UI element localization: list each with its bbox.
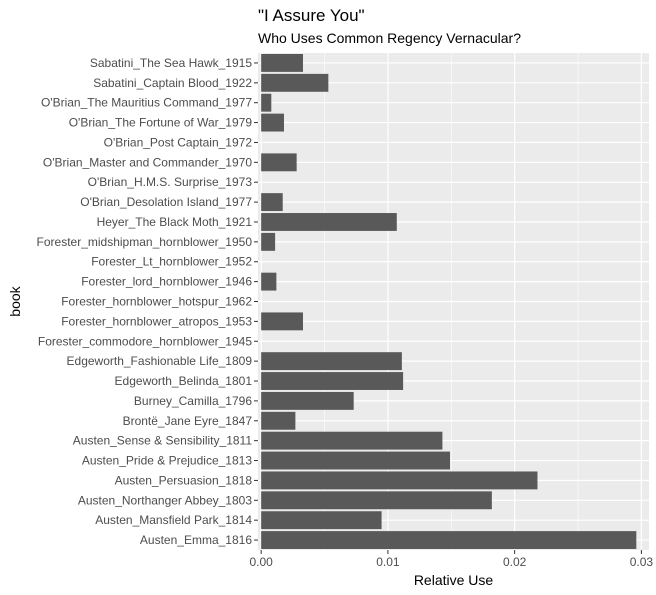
x-axis-title: Relative Use	[414, 572, 494, 588]
bar	[261, 232, 276, 251]
y-tick-label: O'Brian_Post Captain_1972	[104, 135, 253, 149]
bar	[261, 372, 404, 390]
bars	[261, 53, 637, 550]
bar	[261, 113, 284, 132]
bar	[261, 451, 451, 470]
chart-subtitle: Who Uses Common Regency Vernacular?	[258, 30, 522, 46]
x-tick-label: 0.01	[376, 555, 400, 569]
y-tick-label: O'Brian_The Fortune of War_1979	[69, 116, 253, 130]
y-tick-label: Forester_Lt_hornblower_1952	[91, 255, 252, 269]
y-tick-label: Austen_Northanger Abbey_1803	[78, 493, 252, 507]
y-tick-label: Forester_hornblower_atropos_1953	[61, 314, 252, 328]
y-tick-label: Edgeworth_Belinda_1801	[115, 374, 253, 388]
y-tick-label: Sabatini_The Sea Hawk_1915	[90, 56, 252, 70]
bar	[261, 312, 303, 331]
y-tick-label: Forester_lord_hornblower_1946	[81, 275, 252, 289]
chart-title: "I Assure You"	[258, 6, 365, 25]
y-axis-title: book	[7, 285, 23, 316]
bar	[261, 531, 637, 550]
y-tick-label: Edgeworth_Fashionable Life_1809	[67, 354, 253, 368]
x-tick-label: 0.02	[503, 555, 527, 569]
bar	[261, 511, 382, 530]
bar	[261, 411, 296, 430]
y-tick-label: Austen_Pride & Prejudice_1813	[82, 454, 252, 468]
x-tick-label: 0.03	[630, 555, 654, 569]
bar	[261, 491, 492, 510]
y-tick-label: O'Brian_The Mauritius Command_1977	[41, 96, 252, 110]
y-tick-label: Forester_commodore_hornblower_1945	[38, 334, 252, 348]
bar	[261, 272, 277, 291]
y-tick-label: Heyer_The Black Moth_1921	[97, 215, 253, 229]
y-axis-ticks: Sabatini_The Sea Hawk_1915 Sabatini_Capta…	[37, 56, 258, 547]
y-tick-label: Forester_hornblower_hotspur_1962	[61, 295, 252, 309]
bar	[261, 93, 272, 112]
y-tick-label: Austen_Emma_1816	[140, 533, 252, 547]
y-tick-label: Austen_Mansfield Park_1814	[95, 513, 252, 527]
bar	[261, 53, 303, 72]
y-tick-label: Austen_Persuasion_1818	[115, 473, 253, 487]
x-axis-ticks: 0.00 0.01 0.02 0.03	[249, 550, 653, 569]
y-tick-label: O'Brian_Desolation Island_1977	[80, 195, 252, 209]
bar	[261, 213, 397, 231]
y-tick-label: O'Brian_H.M.S. Surprise_1973	[88, 175, 253, 189]
bar	[261, 352, 402, 371]
bar	[261, 431, 443, 450]
bar	[261, 193, 283, 212]
y-tick-label: Brontë_Jane Eyre_1847	[123, 414, 253, 428]
y-tick-label: Austen_Sense & Sensibility_1811	[73, 434, 253, 448]
y-tick-label: Burney_Camilla_1796	[134, 394, 252, 408]
bar	[261, 391, 354, 410]
x-tick-label: 0.00	[249, 555, 273, 569]
y-tick-label: Sabatini_Captain Blood_1922	[93, 76, 252, 90]
bar	[261, 153, 297, 172]
y-tick-label: O'Brian_Master and Commander_1970	[43, 155, 252, 169]
bar	[261, 73, 329, 92]
bar	[261, 471, 538, 490]
y-tick-label: Forester_midshipman_hornblower_1950	[37, 235, 253, 249]
